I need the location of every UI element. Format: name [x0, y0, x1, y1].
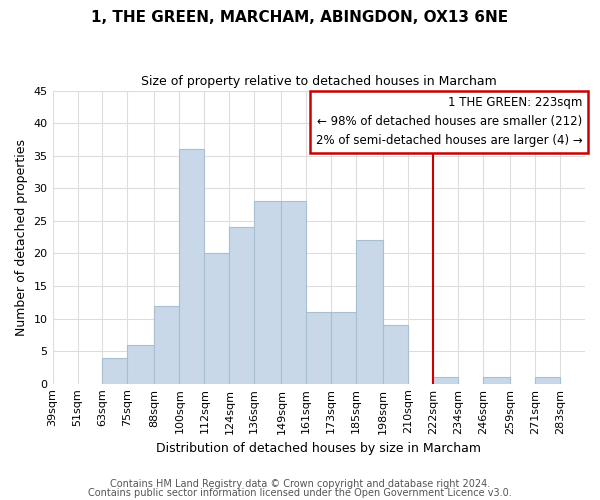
- Title: Size of property relative to detached houses in Marcham: Size of property relative to detached ho…: [141, 75, 497, 88]
- Bar: [154, 306, 179, 384]
- Bar: [205, 254, 229, 384]
- Text: 1, THE GREEN, MARCHAM, ABINGDON, OX13 6NE: 1, THE GREEN, MARCHAM, ABINGDON, OX13 6N…: [91, 10, 509, 25]
- Bar: [433, 377, 458, 384]
- Bar: [306, 312, 331, 384]
- Bar: [331, 312, 356, 384]
- X-axis label: Distribution of detached houses by size in Marcham: Distribution of detached houses by size …: [156, 442, 481, 455]
- Text: Contains HM Land Registry data © Crown copyright and database right 2024.: Contains HM Land Registry data © Crown c…: [110, 479, 490, 489]
- Bar: [281, 202, 306, 384]
- Text: Contains public sector information licensed under the Open Government Licence v3: Contains public sector information licen…: [88, 488, 512, 498]
- Bar: [229, 228, 254, 384]
- Bar: [103, 358, 127, 384]
- Bar: [383, 325, 408, 384]
- Bar: [254, 202, 281, 384]
- Bar: [127, 344, 154, 384]
- Bar: [483, 377, 510, 384]
- Bar: [535, 377, 560, 384]
- Bar: [179, 149, 205, 384]
- Text: 1 THE GREEN: 223sqm
← 98% of detached houses are smaller (212)
2% of semi-detach: 1 THE GREEN: 223sqm ← 98% of detached ho…: [316, 96, 583, 148]
- Bar: [356, 240, 383, 384]
- Y-axis label: Number of detached properties: Number of detached properties: [15, 138, 28, 336]
